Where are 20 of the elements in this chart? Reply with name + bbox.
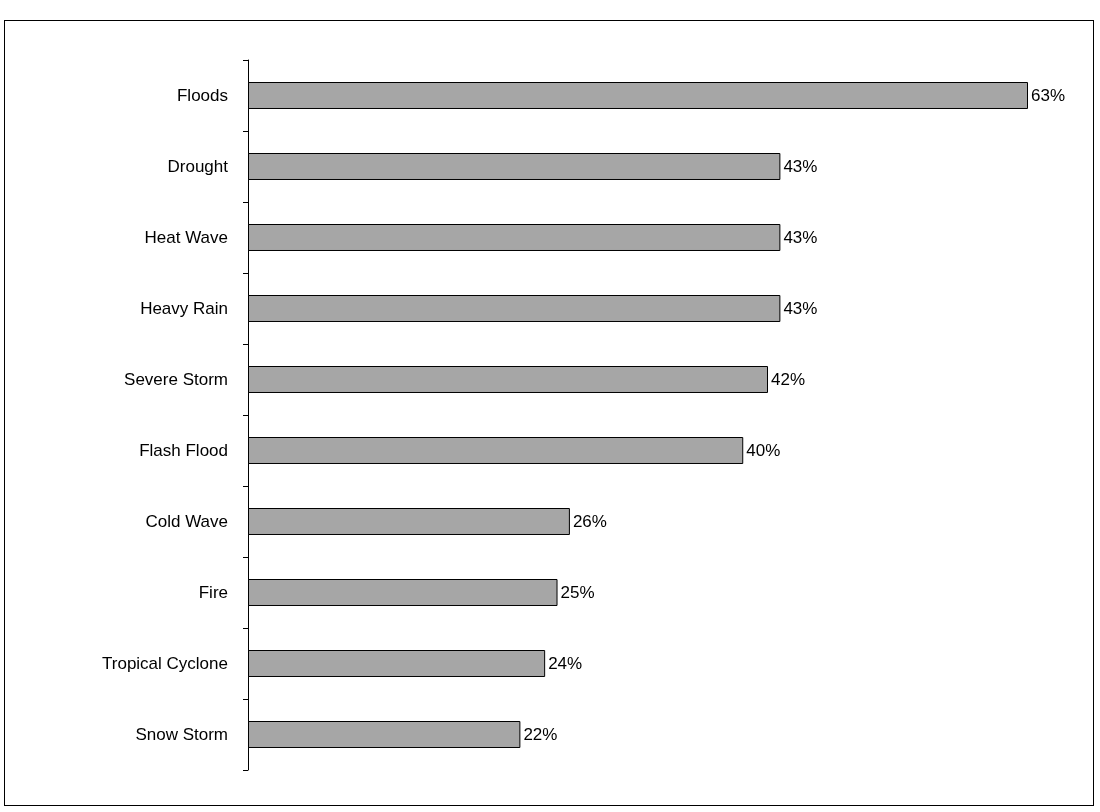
y-tick-label: Cold Wave: [145, 512, 228, 531]
data-label: 43%: [783, 228, 818, 247]
y-tick-label: Heat Wave: [144, 228, 228, 247]
data-label: 40%: [746, 441, 781, 460]
y-tick-label: Fire: [198, 583, 228, 602]
y-tick-label: Floods: [176, 86, 228, 105]
y-tick-label: Drought: [167, 157, 229, 176]
data-label: 43%: [783, 299, 818, 318]
data-label: 42%: [771, 370, 806, 389]
data-label: 63%: [1031, 86, 1066, 105]
y-tick-label: Flash Flood: [139, 441, 228, 460]
data-label: 25%: [560, 583, 595, 602]
y-tick-label: Heavy Rain: [140, 299, 228, 318]
y-tick-label: Severe Storm: [124, 370, 228, 389]
data-label: 43%: [783, 157, 818, 176]
data-label: 26%: [572, 512, 607, 531]
y-tick-label: Tropical Cyclone: [102, 654, 228, 673]
data-label: 24%: [548, 654, 583, 673]
data-label: 22%: [523, 725, 558, 744]
y-tick-label: Snow Storm: [135, 725, 228, 744]
